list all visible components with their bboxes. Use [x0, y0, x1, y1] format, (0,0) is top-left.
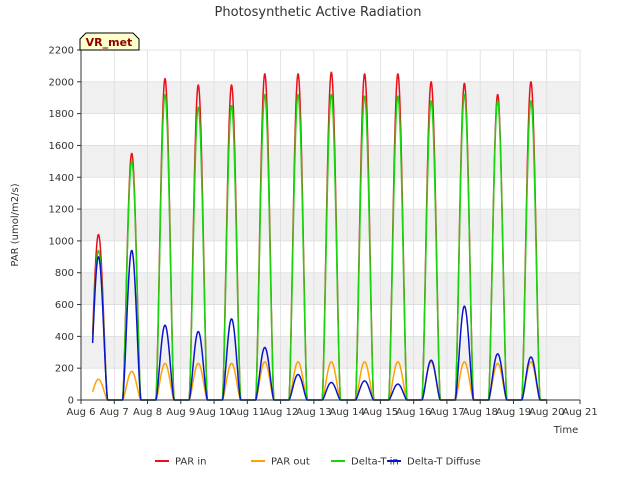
chart-title: Photosynthetic Active Radiation — [215, 5, 422, 20]
x-tick-label: Aug 20 — [529, 407, 564, 418]
y-tick-label: 1400 — [49, 173, 74, 184]
site-badge-label: VR_met — [86, 36, 133, 49]
y-tick-label: 1800 — [49, 109, 74, 120]
x-tick-label: Aug 9 — [166, 407, 195, 418]
legend: PAR in PAR out Delta-T in Delta-T Diffuse — [155, 457, 481, 468]
x-tick-label: Aug 6 — [66, 407, 95, 418]
y-tick-label: 200 — [55, 364, 74, 375]
site-badge: VR_met — [79, 32, 140, 51]
x-tick-label: Aug 17 — [429, 407, 464, 418]
x-tick-label: Aug 8 — [133, 407, 162, 418]
grid-band — [81, 272, 580, 305]
y-tick-label: 400 — [55, 332, 74, 343]
legend-label-delta-t-in: Delta-T in — [351, 457, 399, 468]
y-axis-ticks: 0 200 400 600 800 1000 1200 1400 1600 1800 2000 220… — [49, 46, 81, 407]
x-tick-label: Aug 15 — [363, 407, 398, 418]
y-tick-label: 1200 — [49, 205, 74, 216]
axes — [80, 50, 580, 401]
legend-label-par-out: PAR out — [271, 457, 310, 468]
y-tick-label: 1000 — [49, 236, 74, 247]
y-axis-label: PAR (umol/m2/s) — [10, 183, 21, 266]
grid-band — [81, 209, 580, 241]
legend-label-par-in: PAR in — [175, 457, 206, 468]
x-tick-label: Aug 16 — [396, 407, 431, 418]
y-tick-label: 600 — [55, 300, 74, 311]
x-tick-label: Aug 7 — [100, 407, 129, 418]
y-tick-label: 2200 — [49, 46, 74, 57]
x-tick-label: Aug 10 — [196, 407, 231, 418]
x-tick-label: Aug 12 — [263, 407, 298, 418]
x-tick-label: Aug 21 — [562, 407, 597, 418]
x-tick-label: Aug 19 — [496, 407, 531, 418]
x-tick-label: Aug 11 — [230, 407, 265, 418]
x-axis-label: Time — [553, 425, 578, 436]
y-tick-label: 800 — [55, 268, 74, 279]
x-tick-label: Aug 18 — [462, 407, 497, 418]
grid-band — [81, 145, 580, 178]
y-tick-label: 1600 — [49, 141, 74, 152]
legend-label-delta-t-diffuse: Delta-T Diffuse — [407, 457, 481, 468]
x-tick-label: Aug 14 — [329, 407, 364, 418]
y-tick-label: 2000 — [49, 77, 74, 88]
x-tick-label: Aug 13 — [296, 407, 331, 418]
y-tick-label: 0 — [68, 396, 74, 407]
